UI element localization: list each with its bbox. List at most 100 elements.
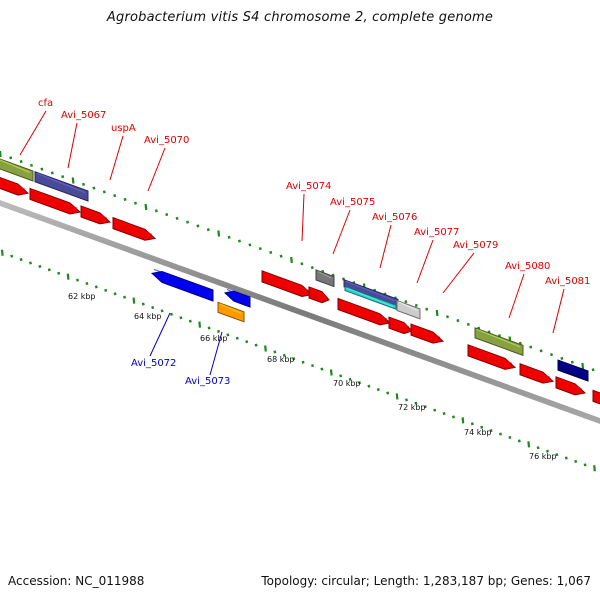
feature-avi-5067-highlight (36, 172, 86, 194)
cds-avi-5073-highlight (226, 288, 248, 300)
inner-ticks (0, 249, 596, 472)
minor-tick (29, 261, 32, 265)
gene-label-avi-5080[interactable]: Avi_5080 (505, 261, 550, 272)
cds-avi-5070[interactable] (112, 216, 157, 241)
feature-orange[interactable] (217, 301, 245, 323)
minor-tick (546, 449, 549, 453)
gene-label-avi-5075[interactable]: Avi_5075 (330, 197, 375, 208)
minor-tick (19, 258, 23, 262)
minor-tick (186, 220, 189, 224)
gene-label-avi-5070[interactable]: Avi_5070 (144, 135, 189, 146)
cds-avi-5081-a[interactable] (519, 363, 555, 384)
minor-tick (555, 453, 559, 457)
major-tick (435, 309, 439, 317)
cds-avi-5079[interactable] (410, 323, 445, 344)
gene-label-avi-5081[interactable]: Avi_5081 (545, 276, 590, 287)
feature-avi-5076-b-highlight (346, 287, 394, 308)
gene-label-avi-5072[interactable]: Avi_5072 (131, 358, 176, 369)
label-leader-line (209, 331, 223, 376)
minor-tick (433, 408, 437, 412)
minor-tick (376, 388, 380, 392)
minor-tick (489, 429, 493, 433)
minor-tick (227, 235, 231, 239)
cds-cfa[interactable] (0, 175, 30, 196)
minor-tick (405, 398, 408, 402)
minor-tick (339, 374, 343, 378)
minor-tick (61, 175, 65, 179)
gene-label-avi-5074[interactable]: Avi_5074 (286, 181, 331, 192)
feature-avi-5080[interactable] (474, 327, 524, 357)
feature-avi-5075[interactable] (315, 269, 335, 288)
minor-tick (123, 197, 127, 201)
scale-label: 70 kbp (333, 379, 361, 388)
label-leader-line (67, 122, 78, 169)
minor-tick (188, 319, 192, 323)
major-tick (0, 249, 4, 256)
cds-avi-5074-b[interactable] (308, 286, 330, 304)
gene-label-avi-5076[interactable]: Avi_5076 (372, 212, 417, 223)
minor-tick (134, 201, 137, 205)
cds-uspa[interactable] (80, 205, 112, 225)
genome-backbone (0, 200, 600, 424)
topology-summary: Topology: circular; Length: 1,283,187 bp… (261, 574, 591, 588)
cds-edge-highlight (594, 391, 600, 396)
feature-avi-5075-highlight (317, 270, 332, 279)
major-tick (593, 465, 596, 472)
gene-label-avi-5077[interactable]: Avi_5077 (414, 227, 459, 238)
label-leader-line (442, 252, 475, 294)
scale-label: 76 kbp (529, 452, 557, 461)
major-tick (581, 362, 585, 370)
major-tick (290, 256, 293, 264)
minor-tick (113, 194, 117, 198)
minor-tick (550, 353, 553, 357)
minor-tick (38, 264, 42, 268)
gene-label-cfa[interactable]: cfa (38, 98, 53, 109)
minor-tick (254, 343, 258, 347)
feature-avi-5067[interactable] (34, 171, 89, 202)
major-tick (264, 345, 267, 352)
minor-tick (367, 384, 371, 388)
gene-label-lines (19, 110, 565, 376)
scale-label: 64 kbp (134, 312, 162, 321)
major-tick (144, 203, 148, 211)
minor-tick (466, 322, 470, 326)
minor-tick (226, 333, 230, 337)
feature-avi-5076-a-highlight (345, 280, 396, 302)
label-leader-line (301, 193, 305, 242)
minor-tick (113, 292, 117, 296)
gene-label-avi-5067[interactable]: Avi_5067 (61, 110, 106, 121)
cds-avi-5077[interactable] (388, 316, 413, 335)
minor-tick (238, 239, 241, 243)
minor-tick (311, 364, 314, 368)
minor-tick (480, 425, 484, 429)
label-leader-line (552, 288, 565, 334)
minor-tick (85, 281, 89, 286)
feature-avi-5077[interactable] (396, 299, 421, 320)
outer-ticks (0, 150, 595, 372)
minor-tick (404, 300, 408, 304)
minor-tick (235, 336, 239, 340)
minor-tick (358, 381, 361, 385)
feature-avi-5081[interactable] (557, 359, 589, 382)
minor-tick (141, 302, 145, 306)
accession-text: Accession: NC_011988 (8, 574, 145, 588)
cds-cfa-highlight (0, 177, 26, 190)
minor-tick (508, 435, 512, 440)
gene-label-uspa[interactable]: uspA (111, 123, 136, 134)
minor-tick (76, 278, 79, 282)
label-leader-line (416, 239, 434, 284)
minor-tick (57, 271, 61, 275)
minor-tick (456, 319, 460, 323)
major-tick (132, 297, 136, 304)
cds-avi-5081-b[interactable] (555, 376, 587, 396)
gene-label-avi-5073[interactable]: Avi_5073 (185, 376, 230, 387)
gene-label-avi-5079[interactable]: Avi_5079 (453, 240, 498, 251)
minor-tick (446, 315, 449, 319)
minor-tick (170, 312, 173, 316)
minor-tick (19, 160, 23, 164)
minor-tick (273, 350, 277, 354)
feature-cfa[interactable] (0, 157, 34, 182)
major-tick (461, 417, 465, 424)
minor-tick (560, 356, 564, 360)
